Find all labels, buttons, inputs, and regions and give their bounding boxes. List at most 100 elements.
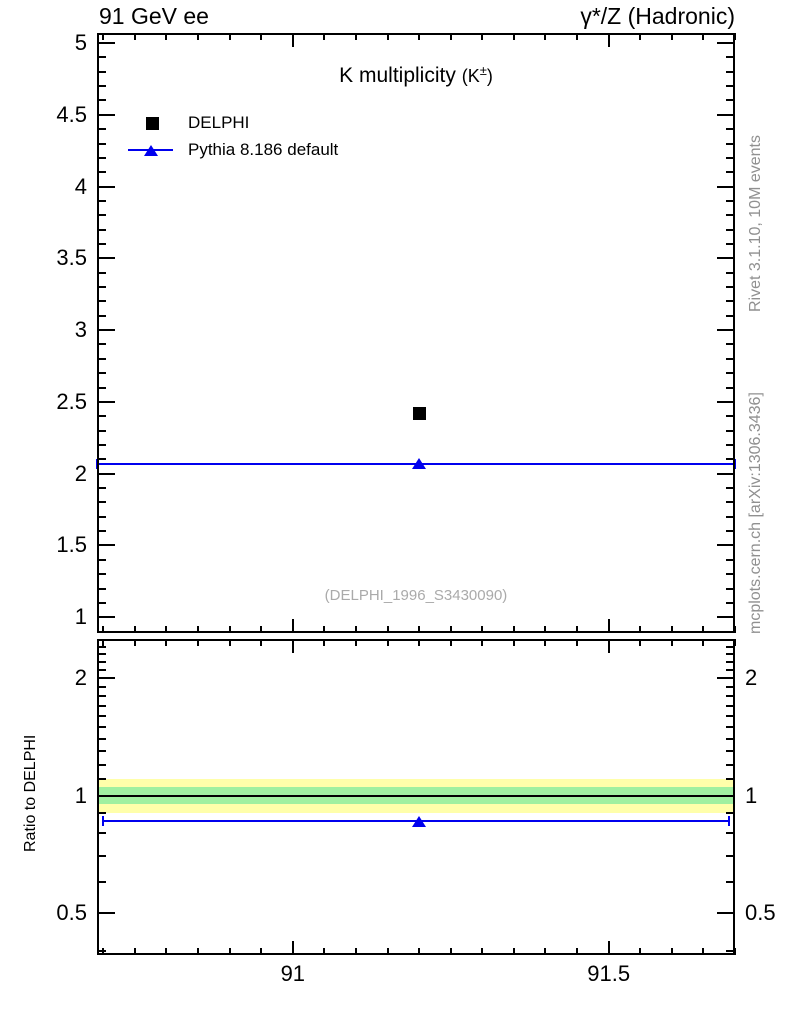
y-axis-tick	[97, 314, 106, 317]
y-axis-tick	[717, 185, 735, 188]
y-axis-tick	[97, 357, 106, 360]
x-axis-tick	[197, 948, 200, 955]
x-axis-tick	[576, 626, 579, 633]
x-axis-tick	[670, 626, 673, 633]
error-cap	[734, 458, 736, 469]
y-axis-tick	[97, 171, 106, 174]
x-axis-tick	[544, 639, 547, 646]
y-axis-tick	[97, 630, 106, 633]
y-axis-tick	[97, 372, 106, 375]
y-axis-tick	[97, 443, 106, 446]
y-axis-tick	[726, 386, 735, 389]
y-axis-tick	[726, 429, 735, 432]
y-axis-tick	[726, 228, 735, 231]
x-axis-tick	[449, 948, 452, 955]
data-point-delphi	[412, 406, 426, 420]
y-axis-tick	[97, 639, 106, 642]
y-axis-tick	[726, 171, 735, 174]
ratio-y-tick-label-left: 0.5	[56, 899, 87, 925]
ratio-y-tick-label-left: 1	[74, 782, 87, 808]
x-axis-tick	[576, 948, 579, 955]
y-axis-tick	[97, 85, 106, 88]
y-axis-tick	[726, 243, 735, 245]
y-axis-tick	[97, 616, 115, 619]
data-point-pythia	[412, 458, 427, 470]
y-axis-tick	[726, 70, 735, 73]
y-axis-tick	[97, 714, 106, 717]
y-axis-tick	[97, 854, 106, 857]
legend-square-marker	[146, 116, 159, 130]
y-axis-tick	[726, 128, 735, 131]
x-axis-tick	[228, 33, 231, 40]
main-plot-panel: K multiplicity (K±) DELPHI Pythia 8.186 d…	[96, 33, 736, 633]
y-axis-tick	[726, 653, 735, 656]
x-axis-tick	[639, 33, 642, 40]
y-axis-tick	[97, 515, 106, 518]
y-axis-tick	[97, 243, 106, 245]
y-axis-tick	[726, 737, 735, 740]
y-axis-tick	[726, 685, 735, 688]
x-axis-tick	[133, 948, 136, 955]
y-axis-tick	[717, 113, 735, 116]
y-axis-tick	[717, 329, 735, 332]
x-axis-tick	[323, 626, 326, 633]
y-axis-tick	[726, 704, 735, 707]
x-axis-tick	[607, 639, 610, 653]
y-axis-tick	[97, 573, 106, 576]
y-axis-tick	[717, 400, 735, 403]
y-axis-tick	[726, 314, 735, 317]
x-axis-tick	[102, 33, 105, 40]
x-axis-tick	[354, 948, 357, 955]
x-axis-tick	[639, 948, 642, 955]
ratio-point-pythia	[412, 815, 427, 827]
y-axis-tick	[97, 685, 106, 688]
y-axis-tick	[97, 458, 106, 461]
main-y-tick-label: 1	[74, 604, 87, 630]
analysis-watermark: (DELPHI_1996_S3430090)	[324, 587, 508, 604]
x-axis-tick	[197, 639, 200, 646]
y-axis-tick	[726, 300, 735, 303]
x-axis-tick	[291, 619, 294, 633]
x-axis-tick	[639, 626, 642, 633]
x-axis-tick	[354, 33, 357, 40]
y-axis-tick	[726, 587, 735, 590]
y-axis-tick	[726, 778, 735, 781]
x-axis-tick	[133, 33, 136, 40]
x-axis-tick	[260, 626, 263, 633]
y-axis-tick	[97, 911, 115, 914]
x-axis-tick	[449, 639, 452, 646]
ratio-y-tick-label-right: 0.5	[745, 899, 776, 925]
y-axis-tick	[726, 357, 735, 360]
legend-label: DELPHI	[188, 113, 250, 132]
x-axis-tick	[702, 639, 705, 646]
y-axis-tick	[97, 646, 106, 649]
y-axis-tick	[726, 487, 735, 490]
x-axis-tick	[418, 948, 421, 955]
plot-title-main: K multiplicity	[339, 64, 456, 87]
x-axis-tick	[228, 948, 231, 955]
x-axis-tick	[102, 639, 105, 646]
y-axis-tick	[97, 881, 106, 884]
y-axis-tick	[97, 257, 115, 260]
y-axis-tick	[97, 400, 115, 403]
legend-triangle-marker	[143, 144, 158, 156]
x-axis-tick	[386, 639, 389, 646]
y-axis-tick	[97, 794, 115, 797]
x-axis-tick	[512, 626, 515, 633]
x-axis-tick	[576, 639, 579, 646]
y-axis-tick	[97, 214, 106, 217]
process-label: γ*/Z (Hadronic)	[580, 3, 735, 29]
y-axis-tick	[97, 737, 106, 740]
y-axis-tick	[726, 142, 735, 145]
y-axis-tick	[726, 558, 735, 561]
reference-line	[97, 794, 735, 797]
x-axis-tick	[702, 626, 705, 633]
y-axis-tick	[717, 794, 735, 797]
y-axis-tick	[97, 99, 106, 102]
y-axis-tick	[726, 458, 735, 461]
y-axis-tick	[726, 725, 735, 728]
x-axis-tick	[228, 639, 231, 646]
y-axis-tick	[717, 616, 735, 619]
y-axis-tick	[726, 714, 735, 717]
